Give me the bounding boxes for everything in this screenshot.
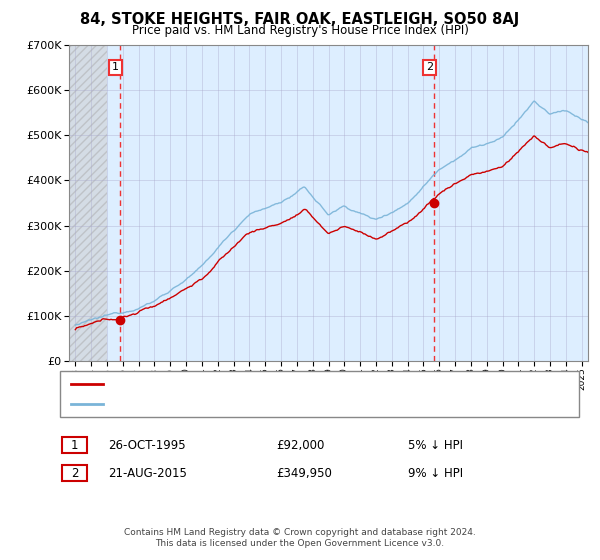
Text: 9% ↓ HPI: 9% ↓ HPI xyxy=(408,466,463,480)
Text: Price paid vs. HM Land Registry's House Price Index (HPI): Price paid vs. HM Land Registry's House … xyxy=(131,24,469,37)
Text: £92,000: £92,000 xyxy=(276,438,325,452)
Bar xyxy=(67,45,107,361)
Text: 1: 1 xyxy=(112,62,119,72)
Text: 26-OCT-1995: 26-OCT-1995 xyxy=(108,438,185,452)
Text: HPI: Average price, detached house, Eastleigh: HPI: Average price, detached house, East… xyxy=(108,399,349,409)
Text: 21-AUG-2015: 21-AUG-2015 xyxy=(108,466,187,480)
Text: 2: 2 xyxy=(425,62,433,72)
Text: 5% ↓ HPI: 5% ↓ HPI xyxy=(408,438,463,452)
Text: 84, STOKE HEIGHTS, FAIR OAK, EASTLEIGH, SO50 8AJ (detached house): 84, STOKE HEIGHTS, FAIR OAK, EASTLEIGH, … xyxy=(108,379,479,389)
Text: £349,950: £349,950 xyxy=(276,466,332,480)
Text: 84, STOKE HEIGHTS, FAIR OAK, EASTLEIGH, SO50 8AJ: 84, STOKE HEIGHTS, FAIR OAK, EASTLEIGH, … xyxy=(80,12,520,27)
Text: 1: 1 xyxy=(71,438,78,452)
Text: 2: 2 xyxy=(71,466,78,480)
Text: Contains HM Land Registry data © Crown copyright and database right 2024.
This d: Contains HM Land Registry data © Crown c… xyxy=(124,528,476,548)
